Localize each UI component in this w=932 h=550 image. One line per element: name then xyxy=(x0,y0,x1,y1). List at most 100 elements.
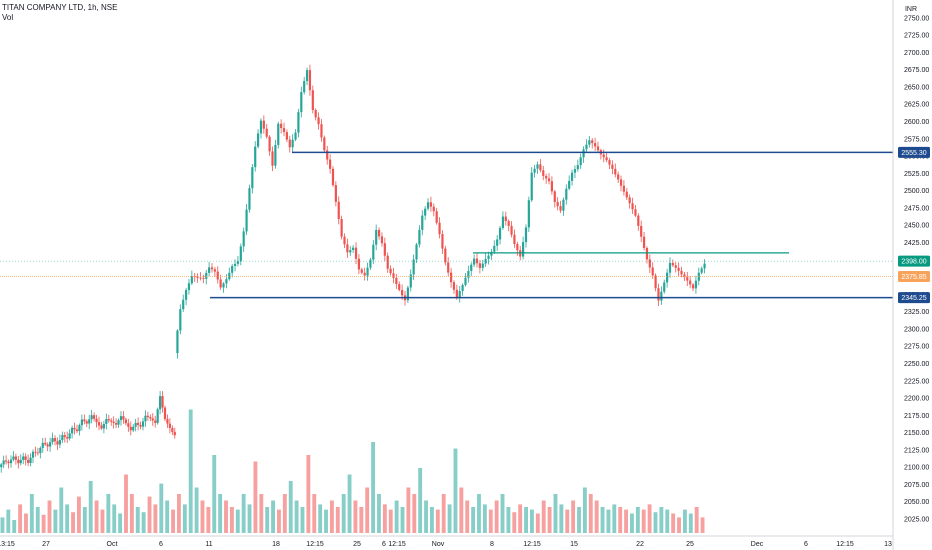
candle-body xyxy=(222,283,225,288)
candle-body xyxy=(579,157,582,166)
candle-body xyxy=(461,285,464,292)
volume-bar xyxy=(447,504,452,533)
volume-bar xyxy=(377,494,381,533)
candle-body xyxy=(594,143,597,147)
candle-body xyxy=(22,456,25,460)
candle-body xyxy=(149,416,152,419)
volume-bar xyxy=(577,507,581,533)
candle-body xyxy=(441,234,444,249)
candle-body xyxy=(251,167,254,189)
x-tick-label: 11 xyxy=(205,541,212,548)
candle-body xyxy=(210,267,214,270)
volume-bar xyxy=(224,500,228,533)
volume-bar xyxy=(141,512,146,533)
candle-body xyxy=(314,110,317,118)
volume-bar xyxy=(247,504,252,533)
candle-body xyxy=(401,289,404,296)
candle-body xyxy=(225,279,228,284)
candle-body xyxy=(199,277,202,279)
candle-body xyxy=(671,262,674,266)
candle-body xyxy=(331,168,335,186)
volume-bar xyxy=(641,509,646,533)
candle-body xyxy=(187,283,191,291)
candle-body xyxy=(516,244,519,251)
volume-bar xyxy=(6,509,11,533)
y-tick-label: 2625.00 xyxy=(904,102,929,109)
volume-bar xyxy=(541,500,546,533)
candle-body xyxy=(291,139,294,148)
volume-bar xyxy=(59,487,64,533)
volume-bar xyxy=(494,500,499,533)
price-axis[interactable]: INR 2750.00 2725.00 2700.00 2675.00 2650.00 26… xyxy=(892,0,932,550)
candle-body xyxy=(703,263,706,269)
volume-bar xyxy=(535,513,540,533)
candle-body xyxy=(657,288,660,301)
candle-body xyxy=(107,419,110,421)
price-labels: 2555.30 2398.00 2375.85 2345.25 xyxy=(898,146,930,304)
candle-body xyxy=(300,92,303,113)
volume-bar xyxy=(500,494,505,533)
volume-bar xyxy=(18,504,23,533)
candle-body xyxy=(467,270,470,278)
y-tick-label: 2150.00 xyxy=(904,430,929,437)
candle-body xyxy=(110,420,113,422)
candle-body xyxy=(159,396,162,410)
y-tick-label: 2225.00 xyxy=(904,378,929,385)
candle-body xyxy=(490,251,493,256)
horizontal-lines[interactable] xyxy=(0,151,893,299)
x-tick-label: 6 xyxy=(804,541,808,548)
candle-body xyxy=(85,421,88,424)
volume-bar xyxy=(88,481,93,533)
volume-bar xyxy=(571,500,576,533)
candle-body xyxy=(168,423,171,428)
candle-body xyxy=(674,265,677,268)
y-tick-label: 2050.00 xyxy=(904,499,929,506)
candle-body xyxy=(254,146,257,168)
candle-body xyxy=(625,191,628,198)
candle-body xyxy=(146,415,149,417)
x-tick-label: 13 xyxy=(884,541,892,548)
candle-body xyxy=(24,456,27,460)
candle-body xyxy=(95,418,98,423)
candle-body xyxy=(449,272,453,283)
candle-body xyxy=(39,447,42,454)
candle-body xyxy=(100,425,103,429)
candle-body xyxy=(202,278,205,280)
volume-bar xyxy=(612,504,617,533)
volume-bar xyxy=(459,487,464,533)
candle-body xyxy=(435,211,438,223)
x-tick-label: 6 xyxy=(382,541,386,548)
candle-body xyxy=(496,239,499,246)
candle-body xyxy=(137,422,140,425)
candle-body xyxy=(602,154,605,158)
y-tick-label: 2450.00 xyxy=(904,223,929,230)
volume-bar xyxy=(335,507,340,533)
candle-body xyxy=(386,255,389,269)
candle-body xyxy=(611,164,614,169)
candle-body xyxy=(545,175,548,179)
volume-bar xyxy=(594,500,599,533)
volume-bar xyxy=(229,507,234,533)
volume-bar xyxy=(429,507,434,533)
x-tick-label: 27 xyxy=(42,541,50,548)
volume-bar xyxy=(682,509,687,533)
candle-body xyxy=(117,420,120,425)
y-tick-label: 2175.00 xyxy=(904,413,929,420)
candle-body xyxy=(524,227,528,243)
candle-body xyxy=(17,459,20,464)
candle-body xyxy=(372,244,375,260)
y-tick-label: 2300.00 xyxy=(904,326,929,333)
candle-body xyxy=(14,456,17,460)
time-axis[interactable]: 13:1527Oct6111812:1525612:15Nov812:15152… xyxy=(0,535,893,548)
candle-body xyxy=(196,276,199,278)
volume-bar xyxy=(406,487,411,533)
volume-bar xyxy=(0,517,5,533)
y-tick-label: 2750.00 xyxy=(904,15,929,22)
candle-body xyxy=(127,423,130,427)
y-tick-label: 2025.00 xyxy=(904,517,929,524)
volume-bar xyxy=(565,509,570,533)
chart-title: TITAN COMPANY LTD, 1h, NSE xyxy=(2,3,118,12)
candle-body xyxy=(640,225,643,237)
candle-body xyxy=(614,168,617,175)
